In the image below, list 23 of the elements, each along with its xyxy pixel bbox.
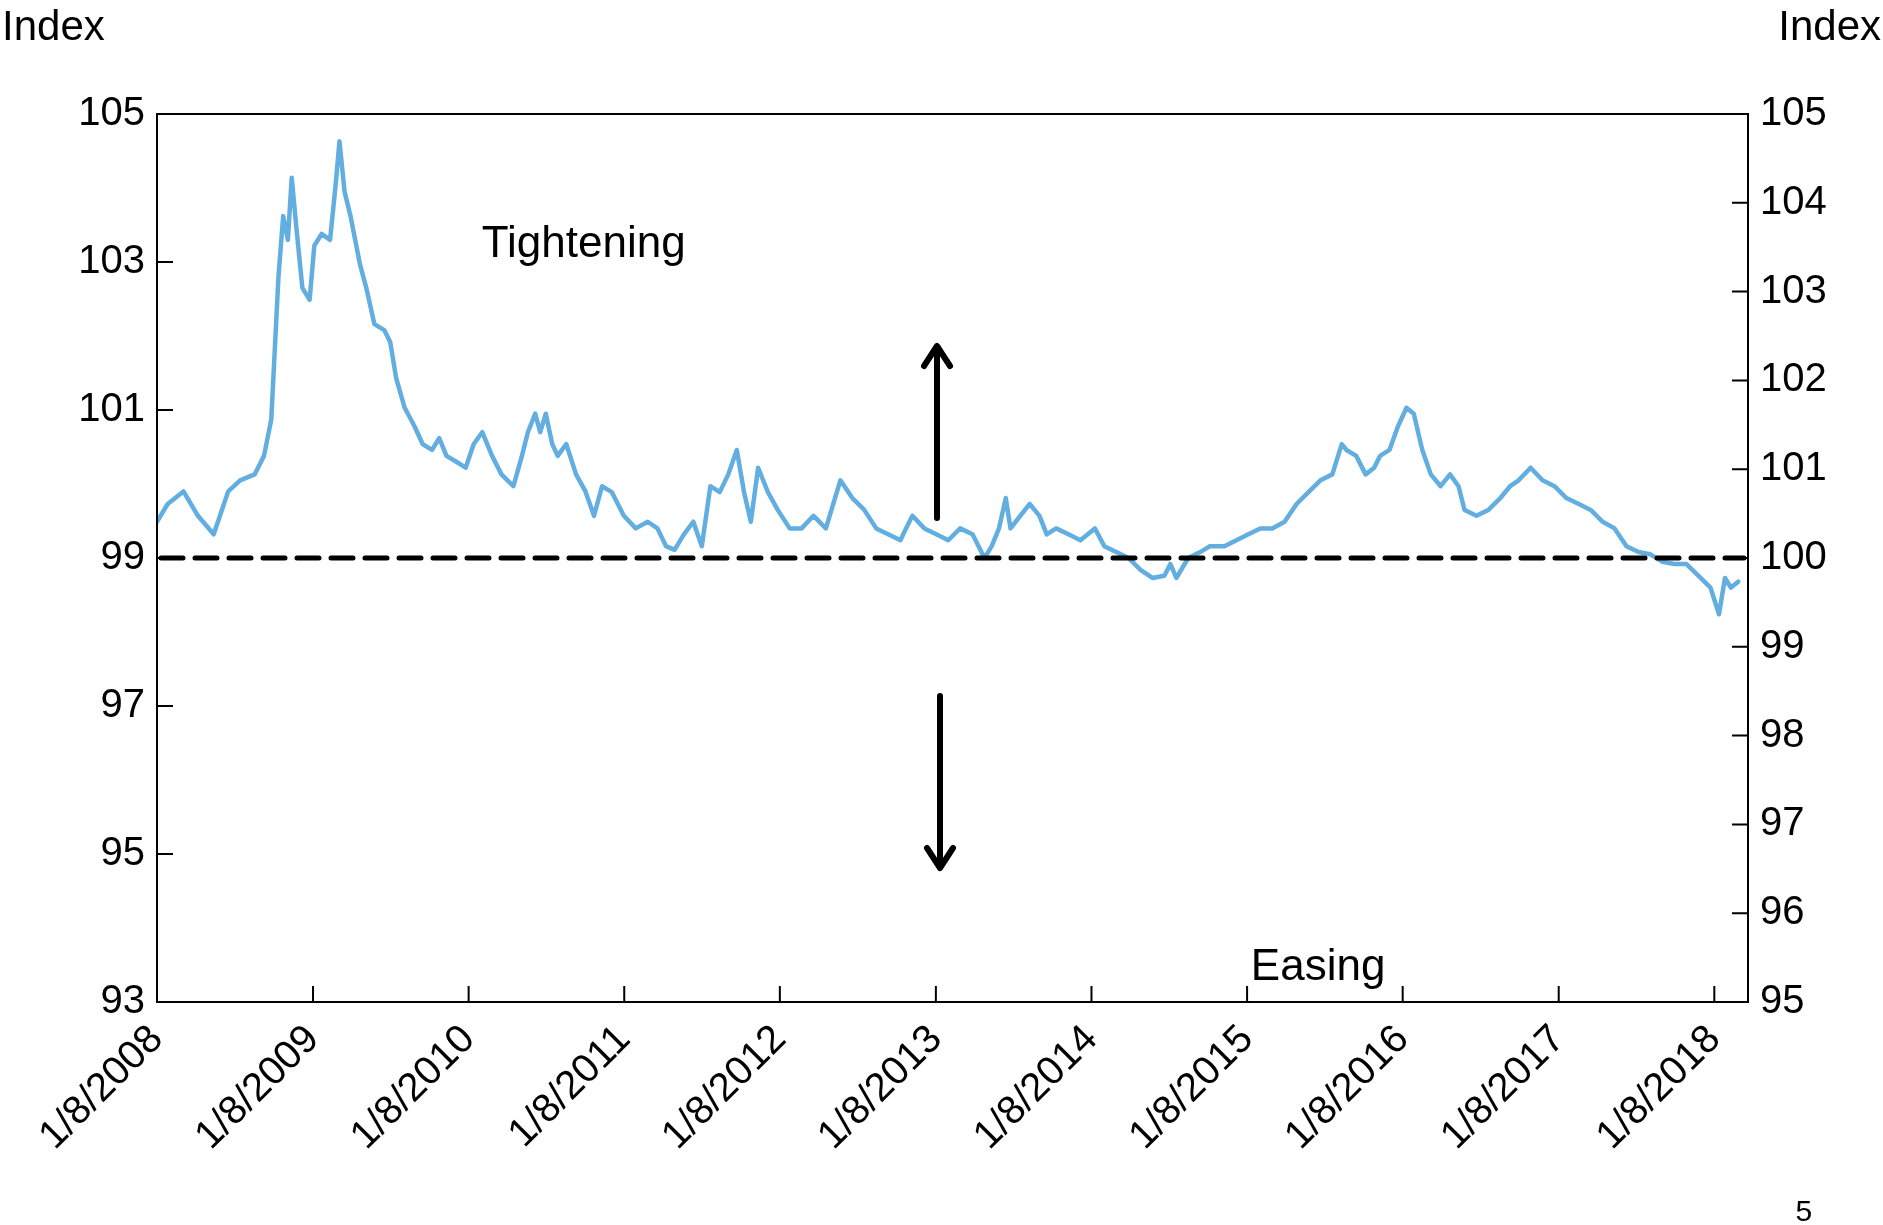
- y2-tick-label: 103: [1760, 266, 1827, 311]
- y2-tick-label: 104: [1760, 177, 1827, 222]
- annotation: Easing: [1250, 939, 1386, 989]
- y2-axis-title: Index: [1778, 1, 1881, 49]
- y-tick-label: 97: [100, 681, 145, 726]
- y-tick-label: 95: [100, 829, 145, 874]
- y-tick-label: 105: [78, 89, 145, 134]
- y2-tick-label: 101: [1760, 444, 1827, 489]
- y2-tick-label: 97: [1760, 799, 1805, 844]
- y-tick-label: 99: [100, 533, 145, 578]
- y2-tick-label: 95: [1760, 977, 1805, 1022]
- y2-tick-label: 102: [1760, 355, 1827, 400]
- y2-tick-label: 105: [1760, 89, 1827, 134]
- y-axis-title: Index: [2, 1, 105, 49]
- y-tick-label: 103: [78, 237, 145, 282]
- y2-tick-label: 96: [1760, 888, 1805, 933]
- text: 5: [1795, 1194, 1813, 1225]
- y2-tick-label: 98: [1760, 710, 1805, 755]
- annotation: Tightening: [481, 217, 686, 267]
- y2-tick-label: 100: [1760, 533, 1827, 578]
- y-tick-label: 93: [100, 977, 145, 1022]
- y-tick-label: 101: [78, 385, 145, 430]
- y2-tick-label: 99: [1760, 621, 1805, 666]
